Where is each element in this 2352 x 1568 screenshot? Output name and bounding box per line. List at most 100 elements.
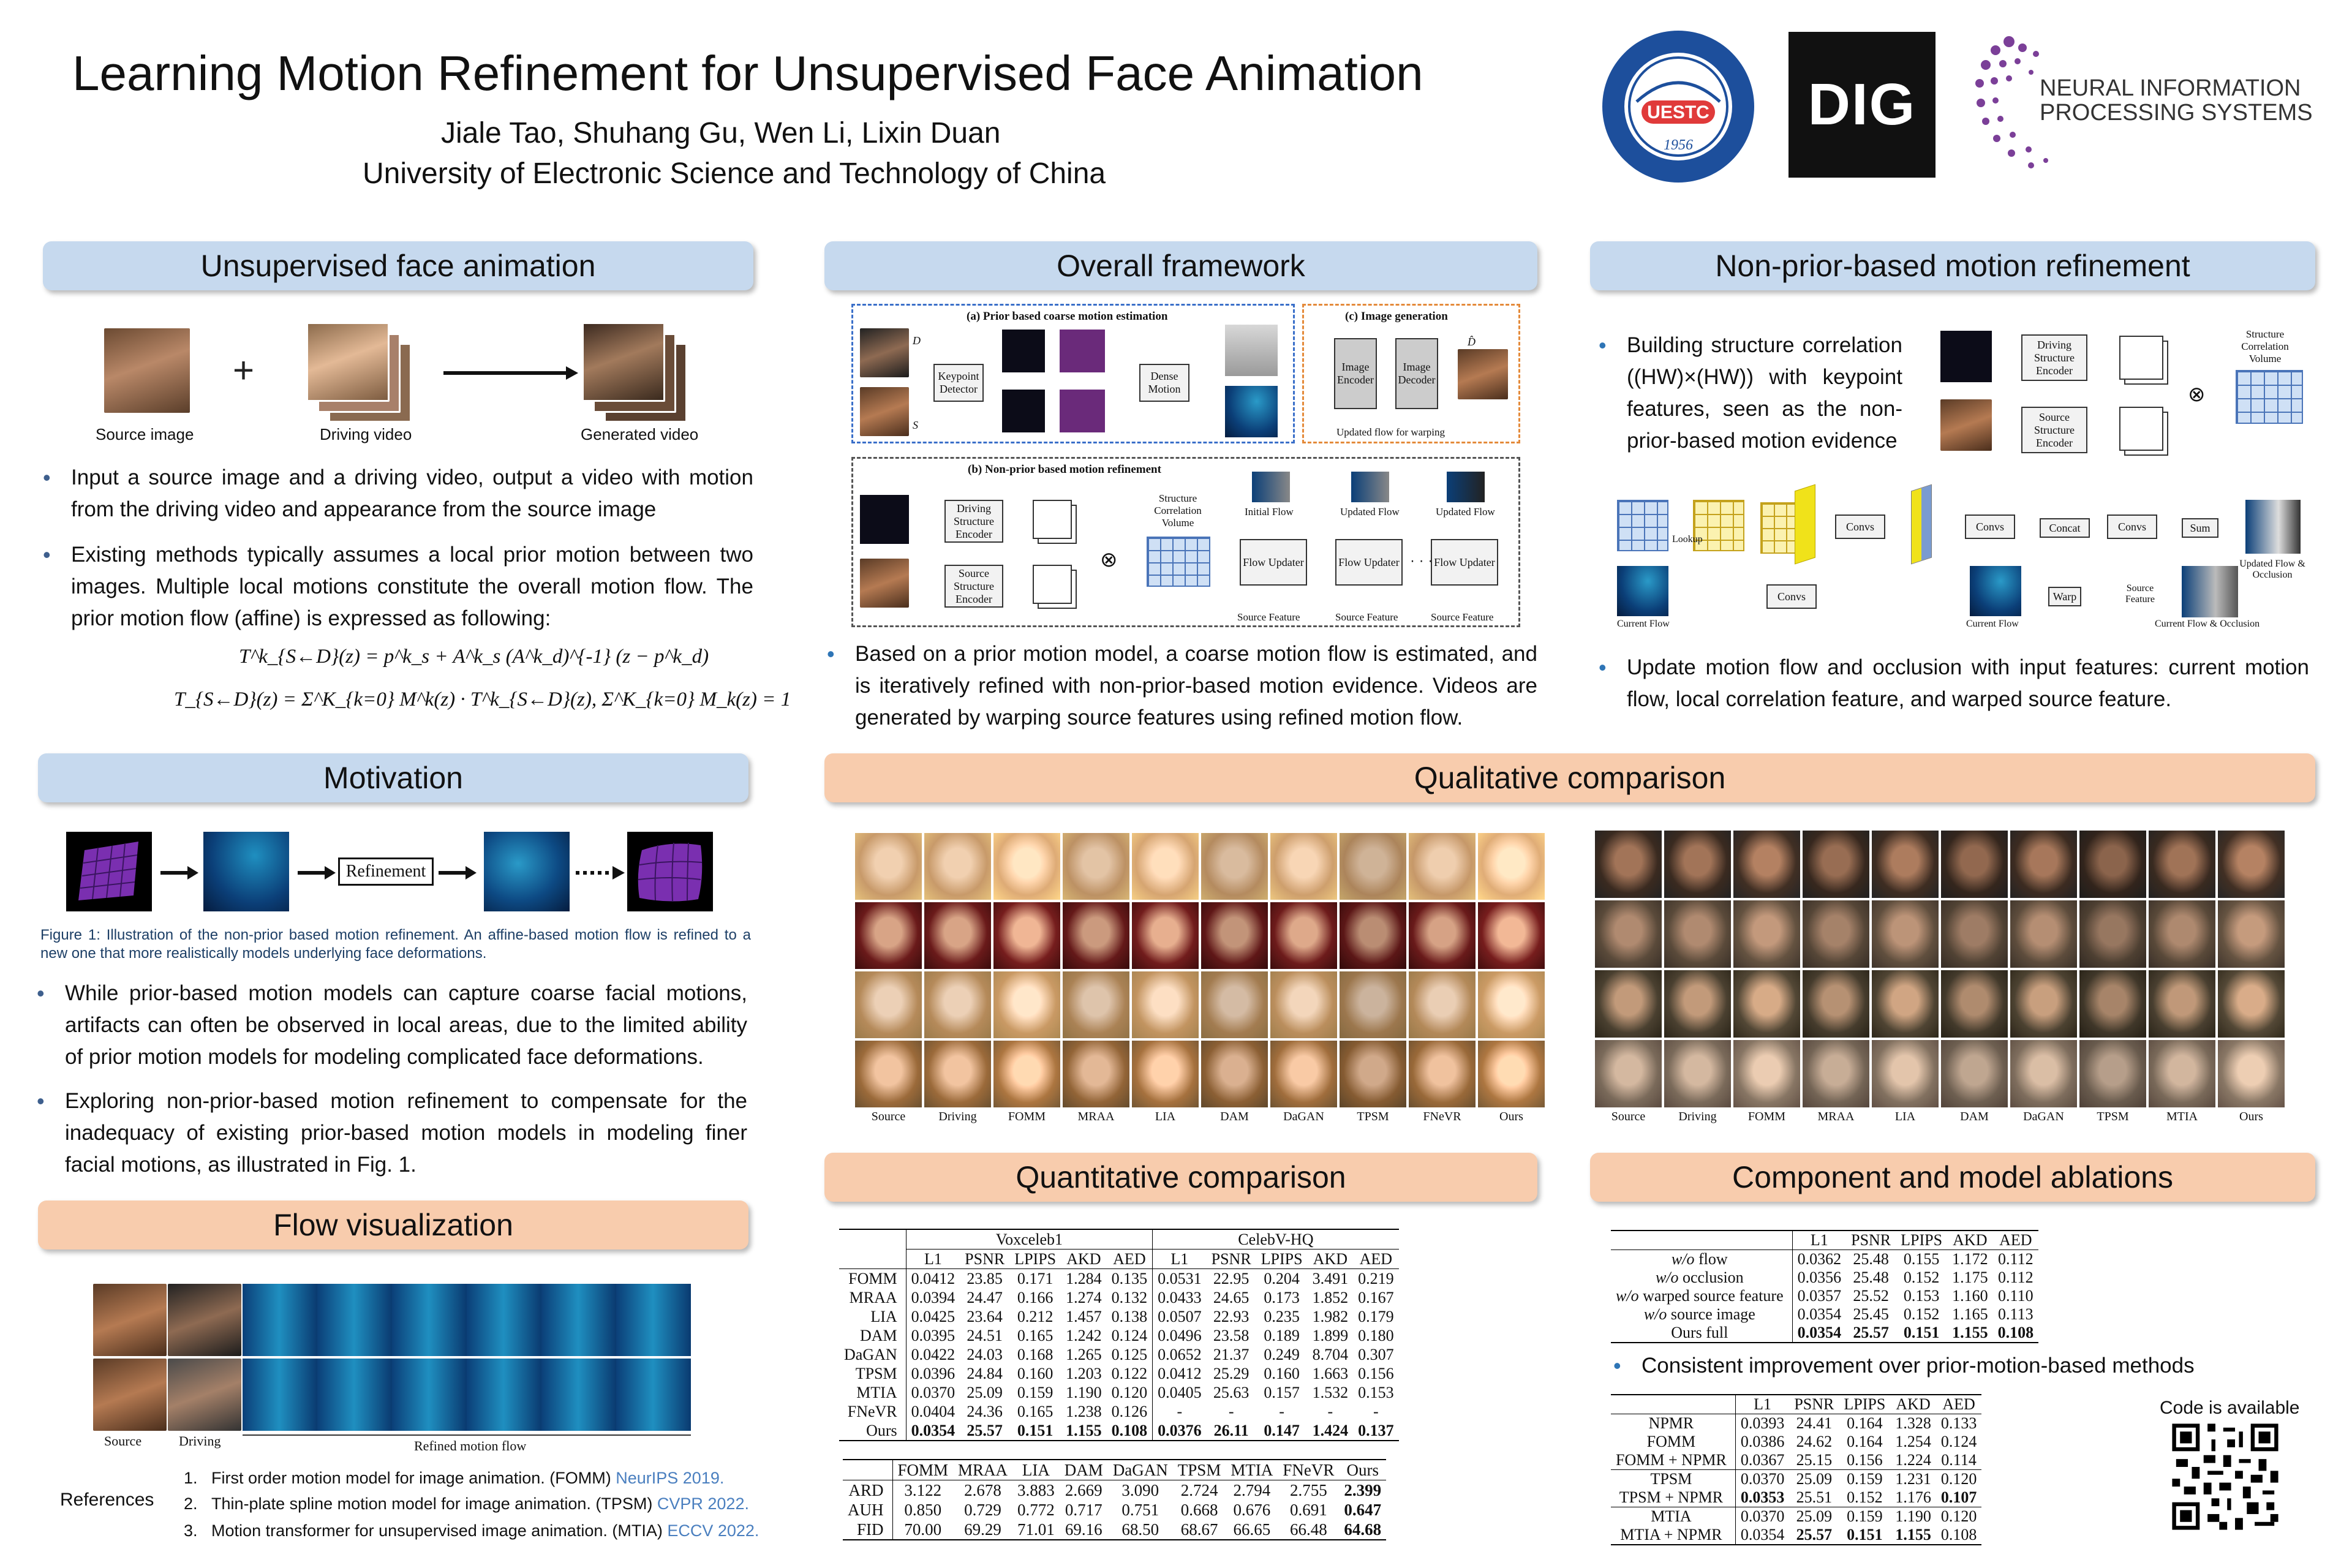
quant-row: FOMM 0.0412 23.85 0.171 1.284 0.135 0.0531 22.9…: [848, 1268, 1394, 1288]
section-header-framework: Overall framework: [824, 241, 1537, 290]
qualitative-cell: [1063, 971, 1129, 1038]
quant-row-2: FID 70.00 69.29 71.01 69.16 68.50 68.67 66.65 66…: [843, 1520, 1387, 1540]
unsupervised-bullet-2: Existing methods typically assumes a loc…: [40, 539, 753, 635]
qualitative-cell: [1872, 1040, 1939, 1107]
qualitative-cell: [1733, 831, 1800, 898]
qualitative-cell: [1409, 833, 1476, 900]
ablation-row: w/o flow 0.0362 25.48 0.155 1.172 0.112: [1671, 1250, 2034, 1268]
qualitative-cell: [1595, 1040, 1662, 1107]
qualitative-cell: [1201, 833, 1268, 900]
quant-row: DAM 0.0395 24.51 0.165 1.242 0.124 0.0496 23.58…: [859, 1326, 1394, 1345]
unsupervised-bullet-1: Input a source image and a driving video…: [40, 462, 753, 526]
quant-row-2: AUH 0.850 0.729 0.772 0.717 0.751 0.668 0.676 0.…: [848, 1500, 1382, 1520]
ablation-row: Ours full 0.0354 25.57 0.151 1.155 0.108: [1611, 1324, 2039, 1343]
qualitative-cell: [1664, 1040, 1731, 1107]
qualitative-cell: [1409, 1041, 1476, 1107]
qualitative-label-dagan: DaGAN: [1283, 1110, 1324, 1123]
qualitative-cell: [924, 902, 991, 969]
qualitative-cell: [2079, 900, 2146, 968]
ablation-bullet: Consistent improvement over prior-motion…: [1611, 1350, 2223, 1382]
np-driving-encoder: Driving Structure Encoder: [2021, 334, 2087, 381]
equation-2: T_{S←D}(z) = Σ^K_{k=0} M^k(z) · T^k_{S←D…: [174, 688, 791, 710]
motivation-bullet-1: While prior-based motion models can capt…: [34, 978, 747, 1073]
qualitative-cell: [993, 902, 1060, 969]
label-source-image: Source image: [96, 425, 194, 443]
quant-row: DaGAN 0.0422 24.03 0.168 1.265 0.125 0.0652 21.…: [844, 1345, 1394, 1364]
qualitative-cell: [1409, 902, 1476, 969]
ablation-table-2: L1 PSNR LPIPS AKD AED NPMR 0.0393 24.41 0.164 1.3…: [1611, 1394, 1982, 1545]
qualitative-cell: [2218, 970, 2285, 1038]
framework-bullet-1: Based on a prior motion model, a coarse …: [824, 638, 1537, 734]
ablation-row: w/o occlusion 0.0356 25.48 0.152 1.175 0.112: [1655, 1268, 2034, 1287]
qualitative-cell: [1941, 831, 2008, 898]
dig-logo: DIG: [1789, 32, 1936, 178]
qualitative-cell: [855, 1041, 922, 1107]
qualitative-cell: [1270, 1041, 1337, 1107]
qualitative-label-source: Source: [1611, 1110, 1646, 1123]
qualitative-label-ours: Ours: [1499, 1110, 1523, 1123]
qualitative-grid-left: [855, 833, 1547, 1109]
arrow-icon: [439, 866, 477, 880]
part-c-label: (c) Image generation: [1345, 310, 1448, 323]
section-header-ablation: Component and model ablations: [1590, 1153, 2315, 1202]
np-source-encoder: Source Structure Encoder: [2021, 407, 2087, 453]
qualitative-cell: [2010, 1040, 2077, 1107]
qualitative-label-lia: LIA: [1894, 1110, 1916, 1123]
scv-label: Structure Correlation Volume: [1154, 492, 1202, 529]
qualitative-cell: [1063, 833, 1129, 900]
qualitative-cell: [924, 833, 991, 900]
quantitative-table: Voxceleb1 CelebV-HQ L1 PSNR LPIPS AKD AED L1 PSN…: [839, 1229, 1399, 1441]
ablation-row: w/o source image 0.0354 25.45 0.152 1.165 0.1…: [1643, 1305, 2034, 1324]
label-source: Source: [104, 1433, 142, 1449]
source-structure-encoder-box: Source Structure Encoder: [944, 565, 1003, 608]
flow-updater-2: Flow Updater: [1335, 539, 1403, 586]
refined-grid: [627, 832, 713, 911]
qualitative-cell: [1132, 902, 1199, 969]
section-header-quantitative: Quantitative comparison: [824, 1153, 1537, 1202]
label-refined-motion-flow: Refined motion flow: [414, 1438, 527, 1453]
quant-row: FNeVR 0.0404 24.36 0.165 1.238 0.126- - - - -: [847, 1402, 1379, 1421]
authors: Jiale Tao, Shuhang Gu, Wen Li, Lixin Dua…: [441, 117, 1001, 149]
qualitative-cell: [1664, 970, 1731, 1038]
qualitative-cell: [1340, 833, 1406, 900]
arrow-icon: [160, 866, 198, 880]
qualitative-cell: [1132, 971, 1199, 1038]
label-driving: Driving: [179, 1433, 221, 1449]
arrow-icon: [298, 866, 336, 880]
qualitative-cell: [2218, 1040, 2285, 1107]
qualitative-cell: [1941, 970, 2008, 1038]
qualitative-label-tpsm: TPSM: [2097, 1110, 2129, 1123]
qualitative-label-fnevr: FNeVR: [1423, 1110, 1461, 1123]
affiliation: University of Electronic Science and Tec…: [363, 157, 1106, 190]
qualitative-cell: [1063, 902, 1129, 969]
qualitative-label-dagan: DaGAN: [2023, 1110, 2064, 1123]
qualitative-label-ours: Ours: [2239, 1110, 2263, 1123]
qualitative-cell: [1733, 900, 1800, 968]
qualitative-cell: [2010, 831, 2077, 898]
qualitative-cell: [2218, 831, 2285, 898]
generated-video-frames: [582, 322, 665, 402]
neurips-logo-mark: [1975, 36, 2048, 168]
qualitative-cell: [2149, 831, 2215, 898]
qualitative-cell: [924, 1041, 991, 1107]
reference-1: 1. First order motion model for image an…: [184, 1469, 725, 1487]
dotted-arrow-icon: [576, 866, 625, 880]
qualitative-cell: [1201, 902, 1268, 969]
qualitative-label-lia: LIA: [1155, 1110, 1176, 1123]
uestc-logo-year: 1956: [1664, 137, 1693, 153]
section-header-motivation: Motivation: [38, 753, 748, 802]
flow-updater-3: Flow Updater: [1431, 539, 1498, 586]
qualitative-cell: [1872, 900, 1939, 968]
qualitative-label-dam: DAM: [1960, 1110, 1989, 1123]
quant-row: MRAA 0.0394 24.47 0.166 1.274 0.132 0.0433 24.6…: [849, 1288, 1394, 1307]
qr-code-icon[interactable]: [2168, 1420, 2282, 1534]
references-label: References: [60, 1490, 154, 1510]
qualitative-cell: [1063, 1041, 1129, 1107]
qualitative-cell: [1664, 900, 1731, 968]
arrow-icon: [443, 366, 578, 380]
qualitative-cell: [1132, 1041, 1199, 1107]
motivation-bullet-2: Exploring non-prior-based motion refinem…: [34, 1085, 747, 1181]
qualitative-cell: [2079, 831, 2146, 898]
uestc-logo-text: UESTC: [1647, 102, 1709, 123]
qualitative-cell: [1340, 971, 1406, 1038]
